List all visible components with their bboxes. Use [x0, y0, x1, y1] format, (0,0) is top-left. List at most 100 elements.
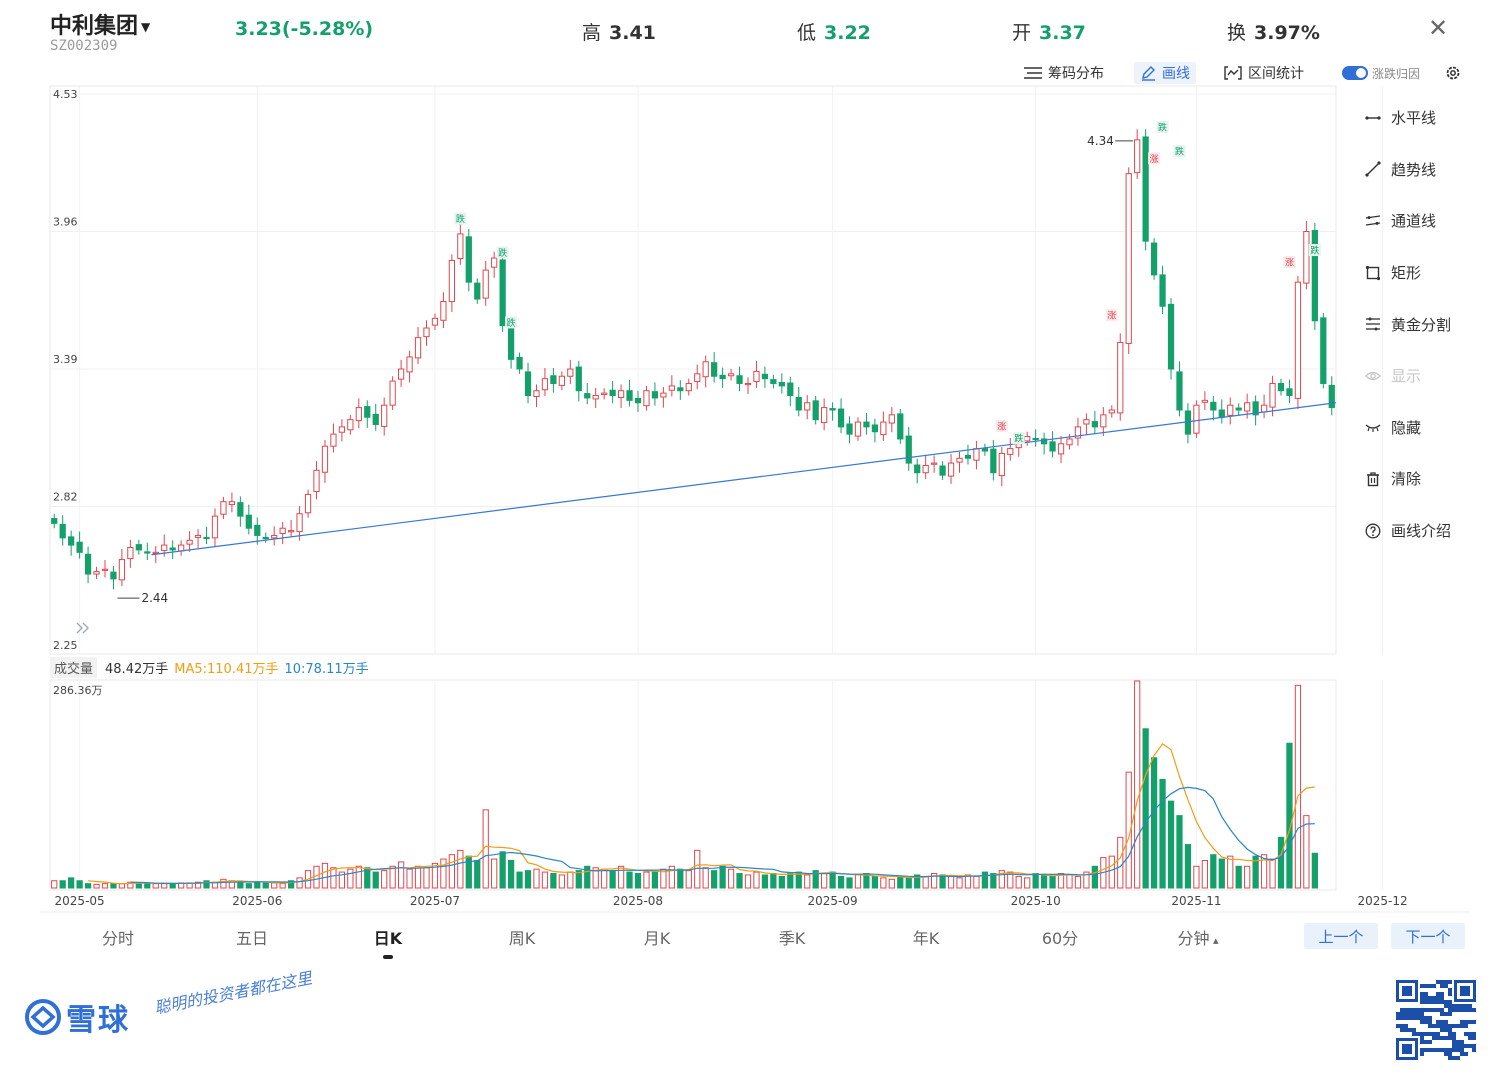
rise-tag[interactable] [1105, 309, 1118, 322]
volume-bar[interactable] [161, 883, 168, 889]
candle[interactable] [338, 419, 346, 442]
candle[interactable] [68, 530, 75, 556]
candle[interactable] [575, 360, 582, 402]
volume-bar[interactable] [990, 873, 997, 889]
candle[interactable] [1108, 405, 1115, 418]
draw-tool-golden-section[interactable]: 黄金分割 [1350, 298, 1480, 350]
candle[interactable] [76, 531, 83, 559]
candle[interactable] [1328, 376, 1335, 416]
candle[interactable] [1007, 437, 1014, 461]
candle[interactable] [321, 439, 329, 483]
rise-tag[interactable] [1148, 152, 1161, 165]
volume-bar[interactable] [719, 865, 726, 889]
tab-7[interactable]: 60分 [1020, 925, 1100, 949]
volume-bar[interactable] [355, 865, 362, 889]
volume-bar[interactable] [914, 874, 921, 889]
volume-bar[interactable] [144, 882, 151, 889]
volume-bar[interactable] [228, 880, 236, 889]
volume-bar[interactable] [1049, 875, 1056, 889]
volume-bar[interactable] [609, 870, 616, 889]
volume-bar[interactable] [194, 881, 202, 889]
candle[interactable] [1210, 396, 1217, 421]
volume-bar[interactable] [152, 883, 159, 889]
volume-bar[interactable] [423, 867, 430, 889]
candle[interactable] [846, 416, 853, 444]
tab-8[interactable]: 分钟 ▴ [1158, 925, 1238, 949]
volume-bar[interactable] [313, 865, 320, 889]
candle[interactable] [1260, 394, 1268, 419]
volume-bar[interactable] [1134, 680, 1141, 889]
volume-bar[interactable] [668, 865, 675, 889]
volume-bar[interactable] [617, 865, 625, 889]
fall-tag[interactable] [496, 246, 509, 259]
volume-bar[interactable] [364, 867, 371, 889]
volume-bar[interactable] [550, 873, 557, 889]
candle[interactable] [1117, 333, 1124, 421]
volume-bar[interactable] [1176, 815, 1183, 889]
candle[interactable] [211, 508, 219, 548]
volume-bar[interactable] [981, 871, 989, 889]
volume-bar[interactable] [677, 868, 684, 889]
candle[interactable] [364, 400, 371, 428]
candle[interactable] [313, 461, 320, 500]
candle[interactable] [1142, 129, 1149, 251]
candle[interactable] [1235, 403, 1242, 415]
candle[interactable] [956, 451, 963, 473]
volume-bar[interactable] [795, 871, 802, 889]
candle[interactable] [753, 360, 760, 388]
volume-bar[interactable] [846, 877, 853, 889]
volume-bar[interactable] [448, 854, 455, 889]
candle[interactable] [677, 380, 684, 400]
candle[interactable] [998, 447, 1005, 487]
candle[interactable] [634, 390, 642, 412]
candle[interactable] [1227, 397, 1234, 425]
settings-button[interactable] [1438, 62, 1474, 84]
volume-bar[interactable] [837, 875, 845, 889]
candle[interactable] [584, 382, 591, 405]
volume-bar[interactable] [660, 868, 667, 889]
candle[interactable] [973, 440, 980, 470]
candle[interactable] [372, 403, 379, 431]
volume-bar[interactable] [1057, 873, 1065, 889]
candle[interactable] [524, 362, 532, 404]
volume-bar[interactable] [626, 871, 633, 889]
draw-tool-help[interactable]: 画线介绍 [1350, 505, 1480, 557]
volume-bar[interactable] [118, 883, 126, 889]
candle[interactable] [1303, 220, 1310, 290]
volume-bar[interactable] [76, 880, 83, 889]
volume-bar[interactable] [1066, 874, 1073, 889]
volume-bar[interactable] [304, 870, 312, 889]
volume-bar[interactable] [1210, 854, 1217, 889]
volume-bar[interactable] [1193, 865, 1200, 889]
candle[interactable] [922, 454, 929, 479]
volume-bar[interactable] [1184, 844, 1192, 889]
volume-bar[interactable] [1269, 858, 1276, 889]
draw-button[interactable]: 画线 [1134, 62, 1196, 84]
candle[interactable] [1091, 410, 1098, 434]
volume-bar[interactable] [279, 883, 286, 889]
candle[interactable] [668, 375, 675, 397]
candle[interactable] [93, 566, 100, 579]
candle[interactable] [1100, 407, 1107, 437]
candle[interactable] [778, 373, 785, 394]
candle[interactable] [440, 292, 447, 328]
volume-bar[interactable] [956, 877, 963, 889]
volume-bar[interactable] [1100, 857, 1107, 889]
candle[interactable] [423, 320, 430, 346]
volume-bar[interactable] [584, 865, 591, 889]
candle[interactable] [279, 521, 286, 545]
candle[interactable] [770, 374, 777, 389]
candle[interactable] [981, 443, 989, 456]
volume-bar[interactable] [947, 875, 955, 889]
candle[interactable] [194, 529, 202, 548]
candle[interactable] [1252, 395, 1259, 426]
volume-bar[interactable] [1117, 836, 1124, 889]
candle[interactable] [51, 513, 58, 529]
volume-bar[interactable] [457, 849, 464, 889]
volume-bar[interactable] [1150, 757, 1158, 889]
candle[interactable] [406, 350, 413, 383]
candle[interactable] [474, 278, 481, 304]
candle[interactable] [203, 526, 210, 545]
volume-bar[interactable] [186, 882, 193, 889]
rise-fall-toggle[interactable]: 涨跌归因 [1336, 62, 1426, 84]
